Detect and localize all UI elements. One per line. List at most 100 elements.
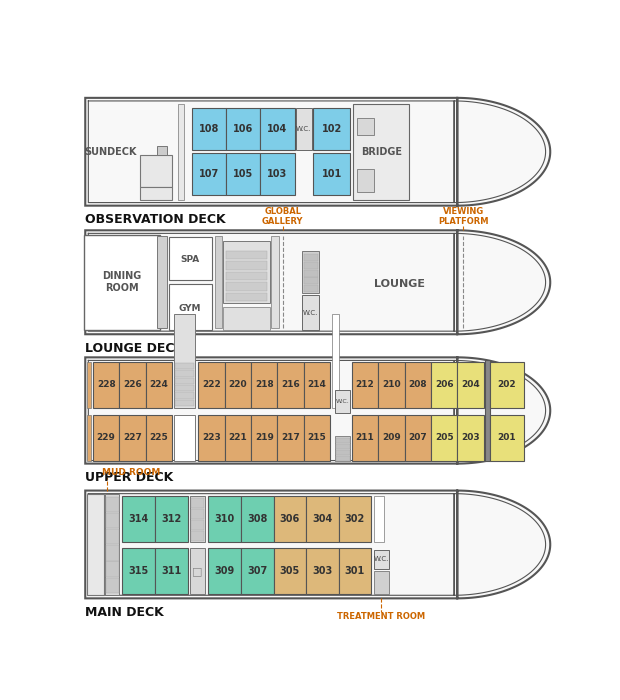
- Text: W.C.: W.C.: [296, 126, 311, 132]
- Bar: [404, 362, 431, 408]
- Bar: [226, 251, 267, 260]
- Text: 207: 207: [409, 433, 427, 442]
- Bar: [373, 571, 389, 594]
- Bar: [87, 494, 104, 594]
- Text: 101: 101: [322, 169, 342, 179]
- Text: 305: 305: [280, 566, 300, 576]
- Text: 216: 216: [281, 380, 300, 389]
- Text: SPA: SPA: [180, 255, 200, 264]
- Text: 308: 308: [247, 514, 267, 524]
- Bar: [192, 531, 204, 541]
- Bar: [190, 496, 205, 542]
- Bar: [190, 548, 205, 594]
- Text: 205: 205: [435, 433, 453, 442]
- Bar: [226, 272, 267, 280]
- Bar: [373, 550, 389, 568]
- Bar: [226, 153, 260, 195]
- Bar: [458, 362, 484, 408]
- Bar: [485, 360, 490, 461]
- Bar: [260, 153, 294, 195]
- Polygon shape: [86, 357, 550, 463]
- Bar: [87, 362, 92, 408]
- Bar: [224, 415, 251, 461]
- Bar: [179, 104, 185, 200]
- Text: 209: 209: [382, 433, 401, 442]
- Bar: [106, 561, 118, 577]
- Text: LOUNGE DECK: LOUNGE DECK: [86, 342, 184, 355]
- Text: 206: 206: [435, 380, 453, 389]
- Bar: [339, 548, 371, 594]
- Bar: [106, 529, 118, 545]
- Text: UPPER DECK: UPPER DECK: [86, 471, 174, 484]
- Bar: [226, 108, 260, 150]
- Text: 106: 106: [233, 124, 254, 134]
- Text: □: □: [192, 566, 203, 576]
- Text: 224: 224: [149, 380, 168, 389]
- Bar: [335, 391, 350, 414]
- Text: 202: 202: [497, 380, 516, 389]
- Text: W.C.: W.C.: [374, 556, 389, 562]
- Bar: [335, 456, 350, 461]
- Bar: [175, 393, 193, 399]
- Bar: [304, 277, 317, 284]
- Bar: [241, 496, 273, 542]
- Text: 220: 220: [229, 380, 247, 389]
- Bar: [169, 237, 211, 280]
- Text: 217: 217: [281, 433, 300, 442]
- Text: W.C.: W.C.: [303, 309, 319, 316]
- Text: 315: 315: [128, 566, 149, 576]
- Bar: [106, 578, 118, 593]
- Bar: [155, 496, 187, 542]
- Bar: [251, 415, 278, 461]
- Text: 223: 223: [202, 433, 221, 442]
- Bar: [175, 400, 193, 406]
- Text: 103: 103: [267, 169, 288, 179]
- Bar: [352, 415, 378, 461]
- Bar: [273, 548, 306, 594]
- Bar: [146, 415, 172, 461]
- Text: 303: 303: [312, 566, 332, 576]
- Bar: [304, 285, 317, 292]
- Text: 309: 309: [215, 566, 235, 576]
- Text: 301: 301: [345, 566, 365, 576]
- Bar: [226, 282, 267, 290]
- Bar: [223, 307, 270, 330]
- Bar: [226, 293, 267, 301]
- Bar: [192, 520, 204, 530]
- Bar: [192, 153, 226, 195]
- Text: 104: 104: [267, 124, 288, 134]
- Text: 314: 314: [128, 514, 149, 524]
- Bar: [106, 513, 118, 528]
- Text: 311: 311: [161, 566, 182, 576]
- Bar: [208, 548, 241, 594]
- Bar: [373, 496, 384, 542]
- Text: MAIN DECK: MAIN DECK: [86, 606, 164, 619]
- Bar: [105, 494, 119, 594]
- Bar: [192, 498, 204, 508]
- Text: LOUNGE: LOUNGE: [374, 279, 425, 289]
- Bar: [356, 169, 373, 192]
- Bar: [123, 496, 155, 542]
- Bar: [192, 108, 226, 150]
- Bar: [106, 497, 118, 512]
- Bar: [223, 241, 270, 303]
- Bar: [335, 438, 350, 443]
- Bar: [304, 254, 317, 261]
- Polygon shape: [86, 98, 550, 206]
- Bar: [106, 545, 118, 561]
- Text: 304: 304: [312, 514, 332, 524]
- Bar: [335, 435, 350, 461]
- Bar: [306, 496, 339, 542]
- Bar: [378, 415, 404, 461]
- Polygon shape: [86, 230, 550, 335]
- Bar: [304, 362, 330, 408]
- Text: DINING
ROOM: DINING ROOM: [102, 272, 141, 293]
- Text: 210: 210: [382, 380, 401, 389]
- Bar: [119, 415, 146, 461]
- Bar: [304, 262, 317, 269]
- Text: 221: 221: [229, 433, 247, 442]
- Bar: [335, 444, 350, 449]
- Bar: [146, 362, 172, 408]
- Bar: [313, 108, 350, 150]
- Text: GLOBAL
GALLERY: GLOBAL GALLERY: [262, 207, 304, 227]
